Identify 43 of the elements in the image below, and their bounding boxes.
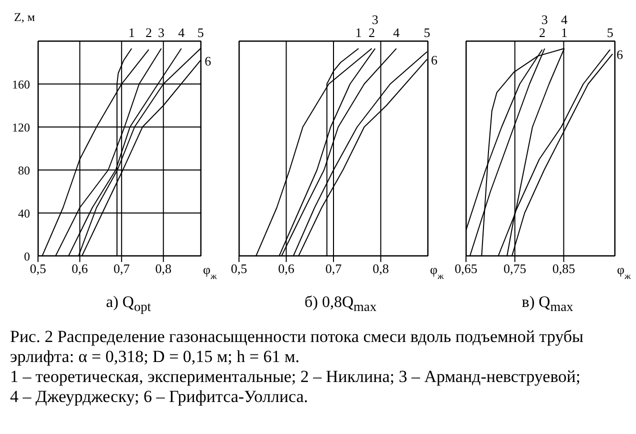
y-tick-label: 120: [12, 120, 30, 134]
x-tick-label: 0,6: [72, 261, 88, 276]
x-tick-label: 0,75: [503, 261, 526, 276]
x-tick-label: 0,8: [155, 261, 172, 276]
text: Рис. 2 Распределение газонасыщенности потока смеси вдоль подъемной трубы эрлифта: α = 0,318; D = 0,15 м; h = 61 м.: [10, 327, 584, 368]
text: в) Q$_{max}$: [520, 294, 574, 316]
x-axis-title: φ$_{ж}$: [203, 262, 218, 281]
x-axis-title: φ$_{ж}$: [430, 262, 445, 281]
y-tick-label: 0: [24, 249, 30, 264]
x-tick-label: 0,85: [552, 261, 576, 276]
series-label: 5: [424, 25, 430, 40]
x-tick-label: 0,5: [230, 261, 248, 276]
series-label: 4: [560, 12, 568, 27]
series-label: 4: [393, 25, 400, 40]
x-tick-label: 0,7: [113, 261, 130, 276]
series-label: 1: [355, 25, 362, 40]
series-label: 4: [178, 25, 186, 40]
text: 1 – теоретическая, экспериментальные; 2 – Никлина; 3 – Арманд-невструевой; 4 – Джеурджеску; 6 – Грифитса-Уоллиса.: [10, 367, 582, 408]
series-label: 2: [146, 25, 152, 40]
text: а) Q$_{opt}$: [104, 294, 152, 316]
x-axis-title: φ$_{ж}$: [617, 262, 632, 281]
series-label: 6: [204, 53, 212, 68]
series-label: 2: [368, 25, 376, 40]
y-axis-title: Z, м: [14, 10, 35, 25]
x-tick-label: 0,8: [372, 261, 389, 276]
x-tick-label: 0,7: [325, 261, 342, 276]
series-label: 3: [541, 12, 548, 27]
y-tick-label: 160: [12, 77, 30, 92]
series-label: 6: [431, 52, 438, 68]
series-label: 1: [128, 25, 135, 40]
series-label: 3: [158, 25, 165, 40]
x-tick-label: 0,65: [454, 261, 478, 276]
series-label: 2: [538, 25, 546, 40]
series-label: 1: [560, 25, 568, 40]
series-label: 3: [372, 12, 378, 27]
series-label: 5: [606, 25, 614, 40]
x-tick-label: 0,6: [278, 261, 295, 276]
series-label: 5: [197, 25, 204, 40]
text: б) 0,8Q$_{max}$: [304, 294, 378, 316]
x-tick-label: 0,5: [30, 261, 46, 276]
y-tick-label: 80: [18, 163, 30, 178]
y-tick-label: 40: [18, 206, 30, 220]
series-label: 6: [616, 46, 624, 62]
